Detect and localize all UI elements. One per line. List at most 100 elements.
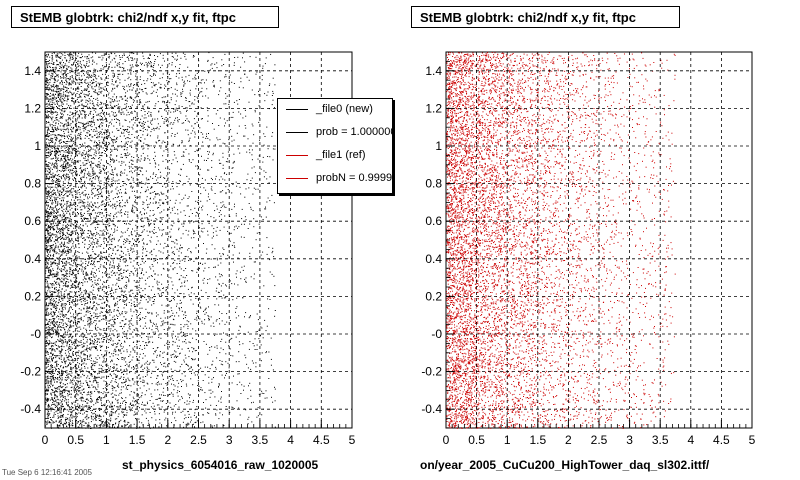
scatter-point — [46, 152, 48, 154]
scatter-point — [94, 365, 96, 367]
scatter-point — [249, 56, 251, 58]
scatter-point — [72, 171, 74, 173]
scatter-point — [163, 183, 165, 185]
scatter-point — [71, 59, 73, 60]
scatter-point — [158, 336, 160, 338]
scatter-point — [109, 405, 111, 407]
scatter-point — [176, 58, 178, 60]
scatter-point — [162, 378, 164, 380]
scatter-point — [54, 311, 56, 313]
scatter-point — [119, 377, 121, 379]
scatter-point — [101, 370, 103, 372]
scatter-point — [172, 181, 174, 183]
scatter-point — [184, 277, 186, 279]
scatter-point — [51, 274, 53, 276]
scatter-point — [63, 337, 65, 339]
scatter-point — [116, 136, 118, 138]
scatter-point — [46, 294, 47, 295]
scatter-point — [112, 252, 114, 254]
scatter-point — [202, 414, 204, 415]
scatter-point — [165, 119, 167, 121]
scatter-point — [91, 158, 93, 159]
scatter-point — [58, 298, 60, 300]
scatter-point — [224, 53, 226, 55]
scatter-point — [227, 254, 229, 256]
scatter-point — [200, 107, 202, 109]
scatter-point — [194, 233, 196, 234]
scatter-point — [80, 92, 82, 94]
scatter-point — [107, 178, 109, 180]
scatter-point — [47, 406, 49, 408]
scatter-point — [49, 413, 51, 415]
scatter-point — [109, 423, 111, 425]
scatter-point — [47, 94, 49, 96]
scatter-point — [54, 350, 56, 352]
scatter-point — [145, 189, 147, 191]
scatter-point — [47, 354, 49, 355]
scatter-point — [59, 375, 61, 377]
scatter-point — [92, 72, 94, 74]
scatter-point — [45, 187, 46, 189]
scatter-point — [151, 128, 153, 130]
scatter-point — [58, 379, 60, 381]
scatter-point — [163, 287, 164, 289]
scatter-point — [84, 67, 86, 69]
scatter-point — [185, 76, 187, 78]
scatter-point — [123, 53, 125, 55]
scatter-point — [63, 73, 65, 74]
scatter-point — [143, 147, 145, 149]
scatter-point — [97, 261, 99, 262]
scatter-point — [63, 134, 65, 136]
scatter-point — [123, 67, 125, 69]
scatter-point — [229, 348, 231, 350]
scatter-point — [67, 195, 69, 197]
scatter-point — [100, 255, 102, 257]
scatter-point — [119, 124, 121, 126]
scatter-point — [49, 283, 51, 285]
scatter-point — [51, 356, 53, 358]
scatter-point — [200, 132, 202, 133]
scatter-point — [98, 268, 100, 270]
scatter-point — [186, 334, 188, 336]
scatter-point — [91, 185, 93, 187]
scatter-point — [60, 95, 62, 97]
scatter-point — [72, 115, 74, 117]
scatter-point — [253, 218, 255, 220]
scatter-point — [83, 232, 85, 234]
scatter-point — [54, 125, 56, 127]
scatter-point — [121, 133, 123, 134]
scatter-point — [131, 176, 133, 178]
scatter-point — [62, 262, 64, 264]
scatter-point — [119, 287, 120, 289]
scatter-point — [106, 363, 108, 365]
scatter-point — [240, 393, 242, 394]
scatter-point — [200, 193, 202, 195]
scatter-point — [141, 62, 143, 64]
scatter-point — [155, 163, 157, 165]
scatter-point — [173, 206, 175, 208]
scatter-point — [109, 306, 111, 308]
scatter-point — [70, 273, 72, 275]
scatter-point — [50, 211, 52, 213]
scatter-point — [201, 322, 203, 324]
scatter-point — [72, 131, 74, 133]
scatter-point — [60, 378, 61, 380]
scatter-point — [89, 311, 91, 313]
scatter-point — [87, 317, 89, 319]
scatter-point — [150, 192, 152, 194]
scatter-point — [124, 202, 126, 204]
scatter-point — [125, 99, 127, 101]
scatter-point — [92, 102, 94, 104]
scatter-point — [80, 213, 82, 215]
scatter-point — [74, 416, 76, 418]
scatter-point — [57, 152, 59, 154]
scatter-point — [93, 317, 95, 319]
scatter-point — [63, 73, 64, 75]
scatter-point — [94, 326, 96, 328]
scatter-point — [54, 398, 55, 399]
scatter-point — [96, 190, 98, 192]
scatter-point — [54, 186, 56, 188]
scatter-point — [55, 199, 57, 201]
scatter-point — [155, 323, 157, 325]
scatter-point — [95, 348, 96, 350]
